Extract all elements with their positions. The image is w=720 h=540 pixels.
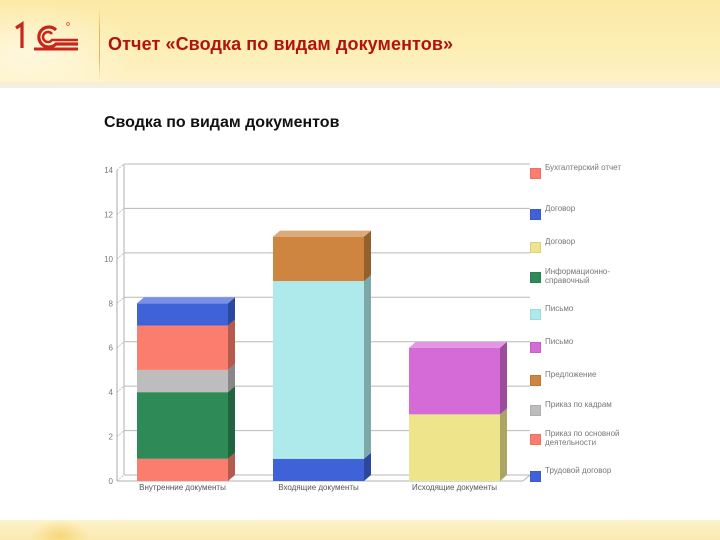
chart-title: Сводка по видам документов [104,114,340,131]
legend-item[interactable]: Трудовой договор [530,466,625,482]
header-bottom-edge [0,82,720,88]
gridline-depth [116,430,125,437]
bar-segment-side [228,363,235,393]
bar-stack [137,297,235,481]
legend-swatch [530,405,541,416]
bar-segment[interactable] [273,236,364,282]
page-title: Отчет «Сводка по видам документов» [108,34,454,54]
bar-segment[interactable] [409,347,500,415]
gridline-depth [116,208,125,215]
legend-swatch [530,434,541,445]
bar-segment[interactable] [137,325,228,370]
bar-segment[interactable] [137,458,228,481]
bar-segment[interactable] [137,369,228,393]
legend-item[interactable]: Бухгалтерский отчет [530,163,625,179]
legend-swatch [530,471,541,482]
floor-edge [522,474,531,482]
gridline-depth [116,163,125,171]
gridline-depth [116,474,125,482]
bar-segment-side [364,230,371,282]
header-divider [99,8,100,80]
x-category-label: Исходящие документы [412,483,497,492]
legend-label: Приказ по основной деятельности [545,429,620,447]
legend-item[interactable]: Информационно-справочный [530,267,625,285]
legend-label: Письмо [545,304,574,313]
legend-label: Предложение [545,370,597,379]
footer-band [0,520,720,540]
legend-swatch [530,375,541,386]
legend-item[interactable]: Письмо [530,304,625,320]
bar-segment-side [228,319,235,370]
bar-top [137,297,235,304]
header-banner: Отчет «Сводка по видам документов» [0,0,720,88]
gridline-depth [116,341,125,349]
legend-swatch [530,209,541,220]
legend-label: Бухгалтерский отчет [545,163,622,172]
legend-label: Трудовой договор [545,466,612,475]
legend-item[interactable]: Договор [530,204,625,220]
gridline-depth [116,296,125,304]
bar-segment-side [500,408,507,481]
gridline-depth [116,385,125,393]
y-tick-label: 12 [104,210,113,219]
legend-label: Договор [545,204,576,213]
y-tick-label: 8 [109,299,114,308]
gridline-depth [116,252,125,260]
legend-label: Письмо [545,337,574,346]
bar-stack [409,341,507,481]
bar-segment-side [228,297,235,326]
bar-segment[interactable] [273,281,364,459]
x-category-label: Внутренние документы [139,483,226,492]
bar-top [409,341,507,348]
legend-item[interactable]: Письмо [530,337,625,353]
bar-segment-side [228,452,235,481]
y-tick-label: 2 [109,433,114,442]
bar-stack [273,230,371,481]
bar-segment-side [364,275,371,459]
bar-segment-side [364,452,371,481]
legend-swatch [530,242,541,253]
y-tick-label: 6 [109,344,114,353]
y-tick-label: 14 [104,166,113,175]
legend-swatch [530,342,541,353]
x-category-label: Входящие документы [278,483,359,492]
y-tick-label: 0 [109,477,114,486]
legend-label: Договор [545,237,576,246]
legend-item[interactable]: Приказ по кадрам [530,400,625,416]
legend-swatch [530,272,541,283]
y-tick-label: 10 [104,255,113,264]
1c-logo-icon [15,21,78,51]
bar-top [273,230,371,237]
bar-segment[interactable] [137,392,228,459]
legend-item[interactable]: Предложение [530,370,625,386]
legend-swatch [530,309,541,320]
legend-item[interactable]: Приказ по основной деятельности [530,429,625,447]
legend-label: Приказ по кадрам [545,400,612,409]
y-tick-label: 4 [109,388,114,397]
bar-segment[interactable] [273,458,364,481]
legend-label: Информационно-справочный [545,267,611,285]
legend-item[interactable]: Договор [530,237,625,253]
bar-segment[interactable] [137,303,228,326]
bar-segment[interactable] [409,414,500,481]
bar-segment-side [228,386,235,459]
legend-swatch [530,168,541,179]
bar-segment-side [500,341,507,415]
